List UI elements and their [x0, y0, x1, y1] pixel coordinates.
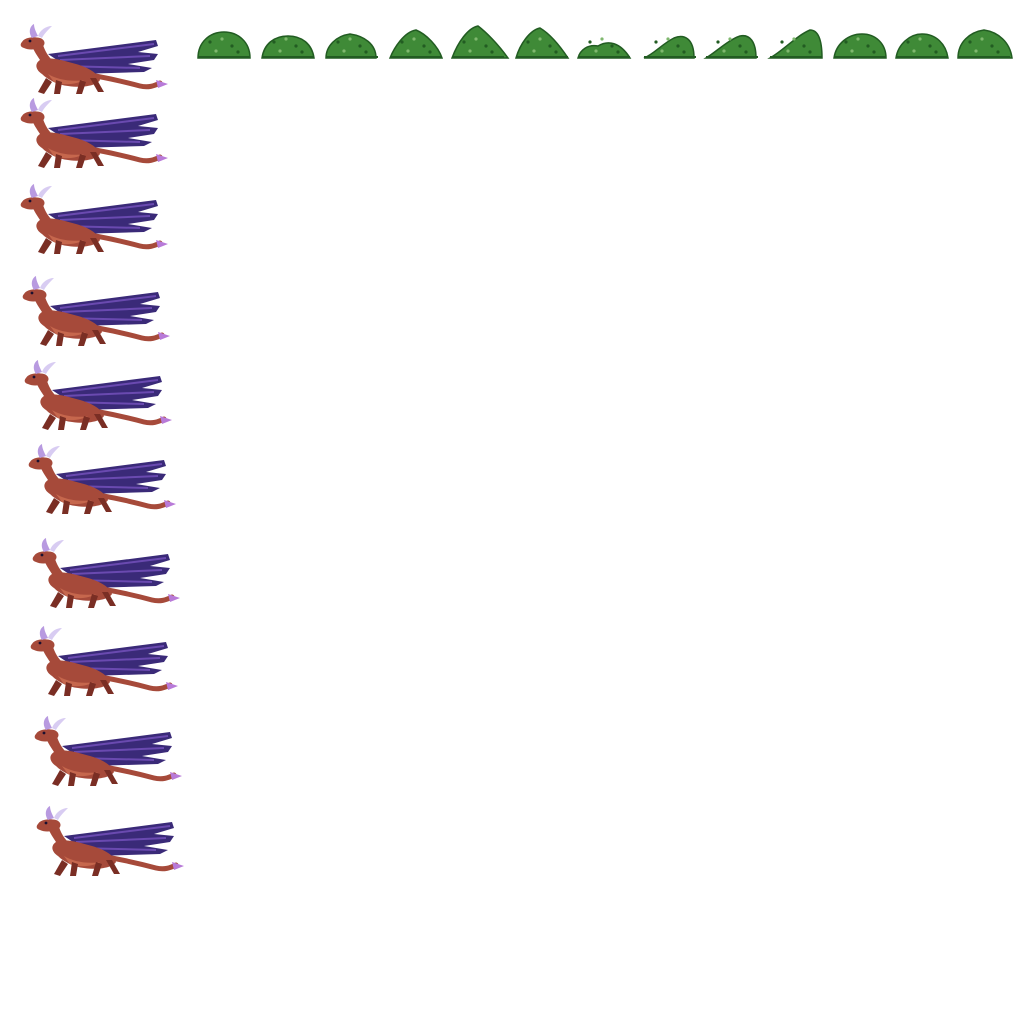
bush-sprite-frame — [643, 35, 696, 59]
dragon-sprite-frame — [23, 276, 170, 346]
bush-sprite-frame — [450, 25, 510, 59]
bush-sprite-frame — [577, 37, 632, 59]
dragon-sprite-frame — [21, 98, 168, 168]
bush-sprite-frame — [703, 34, 758, 59]
bush-sprite-frame — [515, 27, 570, 59]
dragon-sprite-frame — [25, 360, 172, 430]
dragon-sprite-frame — [21, 184, 168, 254]
dragon-sprite-frame — [29, 444, 176, 514]
bush-sprite-frame — [833, 33, 887, 59]
bush-sprite-frame — [197, 31, 251, 59]
bush-sprite-frame — [261, 35, 315, 59]
bush-sprite-frame — [388, 29, 444, 59]
dragon-sprite-frame — [33, 538, 180, 608]
bush-sprite-frame — [325, 33, 378, 59]
bush-sprite-frame — [957, 29, 1013, 59]
dragon-sprite-frame — [31, 626, 178, 696]
dragon-sprite-frame — [21, 24, 168, 94]
bush-sprite-frame — [767, 29, 823, 59]
bush-sprite-frame — [895, 33, 949, 59]
dragon-sprite-frame — [37, 806, 184, 876]
dragon-sprite-frame — [35, 716, 182, 786]
